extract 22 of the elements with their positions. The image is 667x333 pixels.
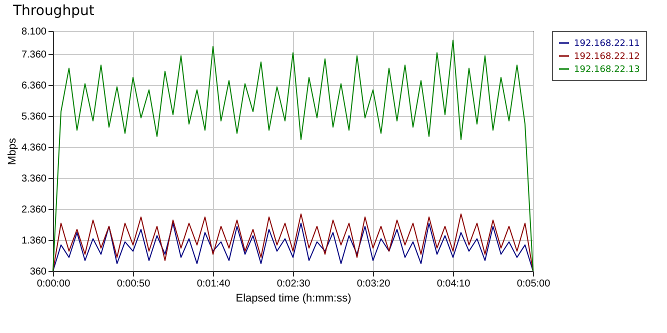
y-tick-label: 2.360 — [21, 204, 47, 216]
chart-title: Throughput — [12, 3, 95, 19]
x-tick-label: 0:02:30 — [276, 278, 311, 290]
y-tick-label: 4.360 — [21, 142, 47, 154]
legend-label: 192.168.22.11 — [574, 39, 640, 49]
x-tick-label: 0:01:40 — [196, 278, 231, 290]
y-axis-title: Mbps — [6, 138, 18, 165]
x-tick-label: 0:04:10 — [436, 278, 471, 290]
y-tick-label: 7.360 — [21, 49, 47, 60]
y-tick-label: 3.360 — [21, 173, 47, 184]
y-tick-label: 5.360 — [21, 111, 47, 122]
y-tick-label: 360 — [30, 266, 47, 278]
x-axis-title: Elapsed time (h:mm:ss) — [236, 292, 352, 304]
x-tick-label: 0:00:00 — [36, 278, 71, 290]
y-tick-label: 8.100 — [21, 26, 47, 38]
legend-label: 192.168.22.12 — [574, 52, 640, 62]
y-tick-label: 1.360 — [21, 235, 47, 246]
x-tick-label: 0:03:20 — [356, 278, 391, 290]
x-tick-label: 0:05:00 — [516, 278, 551, 290]
x-tick-label: 0:00:50 — [116, 278, 151, 290]
legend-label: 192.168.22.13 — [574, 65, 640, 75]
y-tick-label: 6.360 — [21, 80, 47, 92]
